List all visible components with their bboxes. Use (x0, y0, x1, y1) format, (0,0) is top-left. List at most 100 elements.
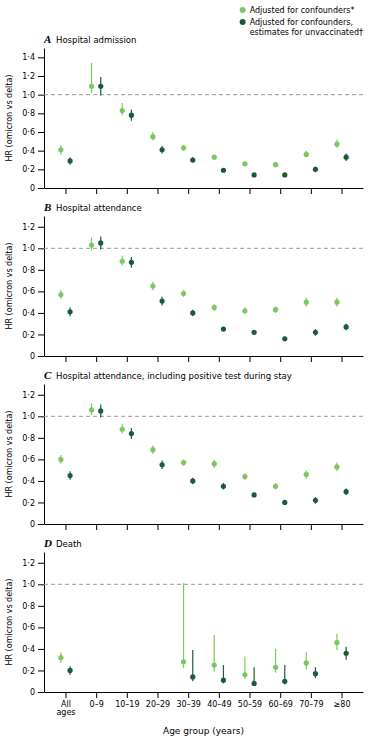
x-tick: Allages (56, 692, 75, 717)
x-tick-mark (311, 524, 312, 530)
x-tick-mark (280, 692, 281, 698)
x-tick-mark (342, 188, 343, 194)
x-tick (250, 188, 251, 194)
point (221, 168, 226, 173)
point (150, 283, 155, 288)
x-axis (45, 356, 364, 362)
point (212, 461, 217, 466)
y-tick-mark (38, 313, 44, 314)
point (120, 108, 125, 113)
panel: 00·20·40·60·81·01·2HR (omicron vs delta)… (5, 201, 364, 362)
series (67, 236, 348, 341)
y-tick: 0 (30, 688, 44, 697)
point (242, 308, 247, 313)
point (273, 484, 278, 489)
x-tick-mark (342, 692, 343, 698)
x-tick (65, 188, 66, 194)
x-tick-mark (280, 524, 281, 530)
y-tick-mark (38, 395, 44, 396)
x-tick-label-line: 0–9 (90, 700, 104, 709)
point (67, 473, 72, 478)
series (67, 647, 348, 686)
x-tick: 60–69 (269, 692, 293, 709)
x-tick-label: 20–29 (146, 700, 170, 709)
plot-area (44, 403, 363, 505)
x-tick (157, 524, 158, 530)
point (190, 157, 195, 162)
series (67, 77, 348, 178)
x-tick-mark (250, 356, 251, 362)
x-tick-mark (280, 356, 281, 362)
point (190, 478, 195, 483)
point (212, 305, 217, 310)
x-tick-mark (280, 188, 281, 194)
y-axis-title: HR (omicron vs delta) (5, 411, 14, 498)
x-tick-mark (188, 188, 189, 194)
y-tick: 1·0 (22, 580, 44, 589)
x-tick-mark (188, 524, 189, 530)
x-tick-mark (311, 188, 312, 194)
panel-title: Hospital admission (56, 35, 136, 45)
y-tick-label: 0·2 (22, 499, 35, 508)
point (252, 330, 257, 335)
y-tick-mark (38, 438, 44, 439)
x-axis-line (45, 188, 364, 189)
point (181, 460, 186, 465)
y-tick-mark (38, 459, 44, 460)
y-tick-label: 0·6 (22, 128, 35, 137)
x-tick (342, 188, 343, 194)
x-tick-label-line: 50–59 (238, 700, 262, 709)
x-tick (342, 356, 343, 362)
legend-label: Adjusted for confounders* (250, 6, 355, 15)
y-tick-mark (38, 334, 44, 335)
y-tick-label: 0·6 (22, 623, 35, 632)
x-tick (280, 356, 281, 362)
panel-title: Death (56, 539, 82, 549)
x-tick (342, 524, 343, 530)
x-tick-mark (250, 692, 251, 698)
x-tick-mark (311, 692, 312, 698)
x-tick (219, 356, 220, 362)
y-tick-mark (38, 95, 44, 96)
y-tick: 0·4 (22, 477, 44, 486)
y-tick-mark (38, 248, 44, 249)
point (190, 310, 195, 315)
point (120, 259, 125, 264)
point (304, 152, 309, 157)
point (221, 678, 226, 683)
y-tick-label: 0·8 (22, 602, 35, 611)
y-axis-line (44, 553, 45, 693)
x-tick-label-line: 40–49 (207, 700, 231, 709)
y-axis-line (44, 217, 45, 357)
x-tick-mark (219, 356, 220, 362)
x-tick-label: 70–79 (299, 700, 323, 709)
point (150, 134, 155, 139)
x-tick (311, 356, 312, 362)
reference-line (44, 416, 363, 417)
y-tick-label: 0·4 (22, 309, 35, 318)
point (304, 472, 309, 477)
x-tick-label: 40–49 (207, 700, 231, 709)
y-tick-mark (38, 524, 44, 525)
x-tick-mark (127, 356, 128, 362)
x-tick-label: 50–59 (238, 700, 262, 709)
point (304, 660, 309, 665)
point (181, 291, 186, 296)
y-tick-label: 0·4 (22, 147, 35, 156)
point (344, 155, 349, 160)
x-tick (311, 524, 312, 530)
point (129, 113, 134, 118)
panel-label: A (43, 33, 51, 45)
x-tick-label-line: ages (56, 708, 75, 717)
y-tick-mark (38, 563, 44, 564)
x-tick (96, 188, 97, 194)
x-tick-label-line: All (61, 700, 71, 709)
point (58, 655, 63, 660)
x-tick-label-line: ≥80 (334, 700, 351, 709)
x-axis-line (45, 692, 364, 693)
x-tick (219, 188, 220, 194)
y-tick: 1·4 (22, 53, 44, 62)
point (242, 672, 247, 677)
x-axis: Allages0–910–1920–2930–3940–4950–5960–69… (45, 692, 364, 717)
y-axis-title: HR (omicron vs delta) (5, 579, 14, 666)
